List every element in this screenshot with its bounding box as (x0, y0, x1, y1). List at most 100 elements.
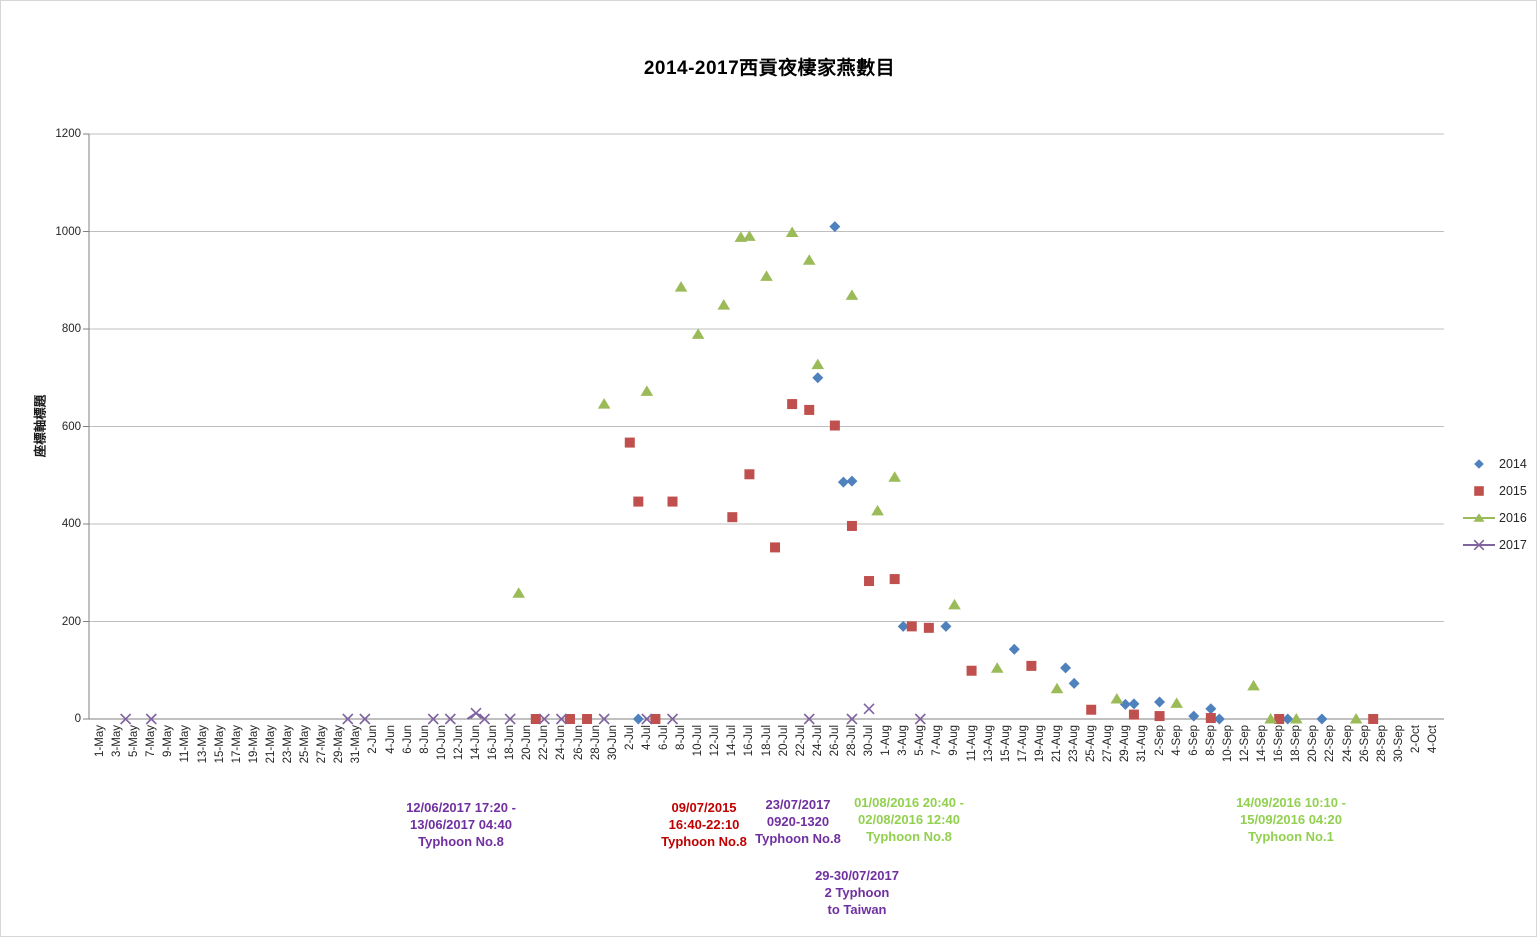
x-tick-label: 7-Aug (931, 725, 944, 756)
x-tick-label: 2-Sep (1153, 725, 1166, 756)
x-tick-label: 4-Oct (1427, 725, 1439, 754)
x-tick-label: 15-Aug (999, 725, 1012, 763)
x-tick-label: 30-Jun (606, 725, 619, 761)
legend-marker (1474, 485, 1484, 496)
x-tick-label: 24-Sep (1341, 725, 1354, 763)
marker-2016 (1247, 679, 1260, 691)
marker-2016 (811, 358, 825, 370)
x-tick-label: 4-Jul (640, 725, 653, 750)
x-tick-label: 5-Aug (914, 725, 927, 756)
annotation-line: Typhoon No.8 (418, 834, 504, 849)
x-tick-label: 28-Sep (1375, 725, 1388, 763)
marker-2017 (846, 713, 858, 725)
marker-2016 (1170, 697, 1183, 708)
x-tick-label: 9-Aug (948, 725, 961, 756)
x-tick-label: 12-Jul (709, 725, 722, 757)
x-tick-label: 3-May (111, 725, 124, 757)
marker-2015 (1128, 709, 1139, 720)
annotation-line: 14/09/2016 10:10 - (1236, 795, 1346, 810)
x-tick-label: 1-May (94, 725, 106, 757)
marker-2017 (427, 713, 439, 725)
chart-title: 2014-2017西貢夜棲家燕數目 (643, 58, 896, 79)
legend-item-2016: 2016 (1462, 504, 1527, 531)
legend-label: 2017 (1499, 537, 1527, 552)
marker-2014 (1188, 710, 1200, 722)
marker-2016 (1050, 682, 1064, 694)
annotation-line: Typhoon No.1 (1248, 829, 1334, 844)
x-tick-label: 26-Jul (828, 725, 841, 757)
marker-2015 (530, 714, 541, 724)
x-tick-label: 7-May (145, 725, 158, 757)
annotation-line: 12/06/2017 17:20 - (406, 800, 516, 815)
marker-2015 (1086, 704, 1097, 715)
x-tick-label: 12-Jun (452, 725, 465, 761)
x-tick-label: 14-Jun (469, 725, 482, 761)
marker-2017 (555, 713, 567, 725)
x-tick-label: 11-Aug (965, 725, 978, 762)
marker-2015 (770, 542, 781, 553)
legend-item-2014: 2014 (1462, 450, 1527, 477)
x-tick-label: 26-Sep (1358, 725, 1371, 763)
legend-item-2015: 2015 (1462, 477, 1527, 504)
marker-2017 (666, 713, 679, 725)
marker-2014 (1282, 713, 1294, 725)
marker-2017 (342, 713, 354, 725)
marker-2014 (940, 620, 952, 632)
typhoon-annotation-1: 12/06/2017 17:20 - 13/06/2017 04:40 Typhoo… (406, 799, 516, 850)
x-tick-label: 16-Jul (743, 725, 756, 757)
marker-2017 (803, 713, 815, 725)
annotation-line: 2 Typhoon (824, 885, 890, 900)
marker-2015 (667, 496, 678, 507)
x-tick-label: 11-May (179, 725, 192, 763)
x-tick-label: 28-Jun (589, 725, 602, 761)
x-tick-label: 10-Jun (435, 725, 448, 761)
x-tick-label: 18-Jun (504, 725, 517, 761)
marker-2016 (674, 281, 688, 292)
annotation-line: 29-30/07/2017 (815, 868, 899, 883)
typhoon-annotation-2: 09/07/2015 16:40-22:10 Typhoon No.8 (661, 799, 747, 850)
triangle-icon (1463, 512, 1495, 522)
marker-2017 (538, 713, 550, 725)
annotation-line: 15/09/2016 04:20 (1240, 812, 1342, 827)
x-tick-label: 13-Aug (982, 725, 995, 763)
x-tick-label: 30-Sep (1392, 725, 1405, 763)
x-tick-label: 4-Jun (384, 725, 397, 754)
x-tick-label: 9-May (162, 725, 175, 757)
marker-2015 (564, 714, 575, 724)
x-tick-label: 25-May (299, 725, 312, 764)
x-tick-label: 17-Aug (1016, 725, 1029, 763)
square-icon (1474, 485, 1484, 496)
annotation-line: 02/08/2016 12:40 (858, 812, 960, 827)
x-tick-label: 13-May (196, 725, 209, 764)
marker-2015 (787, 399, 798, 410)
x-tick-label: 2-Jun (367, 725, 380, 754)
marker-2015 (582, 714, 593, 724)
legend-marker (1474, 458, 1484, 469)
x-tick-label: 15-May (213, 725, 226, 764)
marker-2017 (641, 713, 653, 725)
legend-marker (1473, 539, 1485, 550)
legend-marker (1473, 512, 1485, 522)
marker-2016 (717, 299, 731, 310)
x-tick-label: 6-Jul (657, 725, 670, 750)
marker-2014 (1068, 677, 1080, 689)
marker-2017 (478, 713, 491, 725)
annotation-line: to Taiwan (827, 902, 887, 917)
x-tick-label: 8-Sep (1204, 725, 1217, 756)
marker-2016 (990, 662, 1004, 673)
marker-2015 (1154, 711, 1165, 722)
marker-2014 (1128, 698, 1140, 710)
x-tick-label: 2-Jul (623, 725, 636, 750)
x-tick-label: 21-May (264, 725, 277, 764)
marker-2017 (120, 713, 132, 725)
annotation-line: Typhoon No.8 (661, 834, 747, 849)
x-tick-label: 23-Aug (1068, 725, 1081, 763)
marker-2014 (1119, 698, 1131, 710)
x-tick-label: 22-Jul (794, 725, 807, 757)
marker-2016 (691, 328, 705, 339)
x-tick-label: 20-Jul (777, 725, 790, 757)
marker-2017 (444, 713, 456, 725)
marker-2015 (633, 496, 644, 507)
marker-2015 (1274, 714, 1285, 724)
x-tick-label: 31-Aug (1136, 725, 1149, 763)
